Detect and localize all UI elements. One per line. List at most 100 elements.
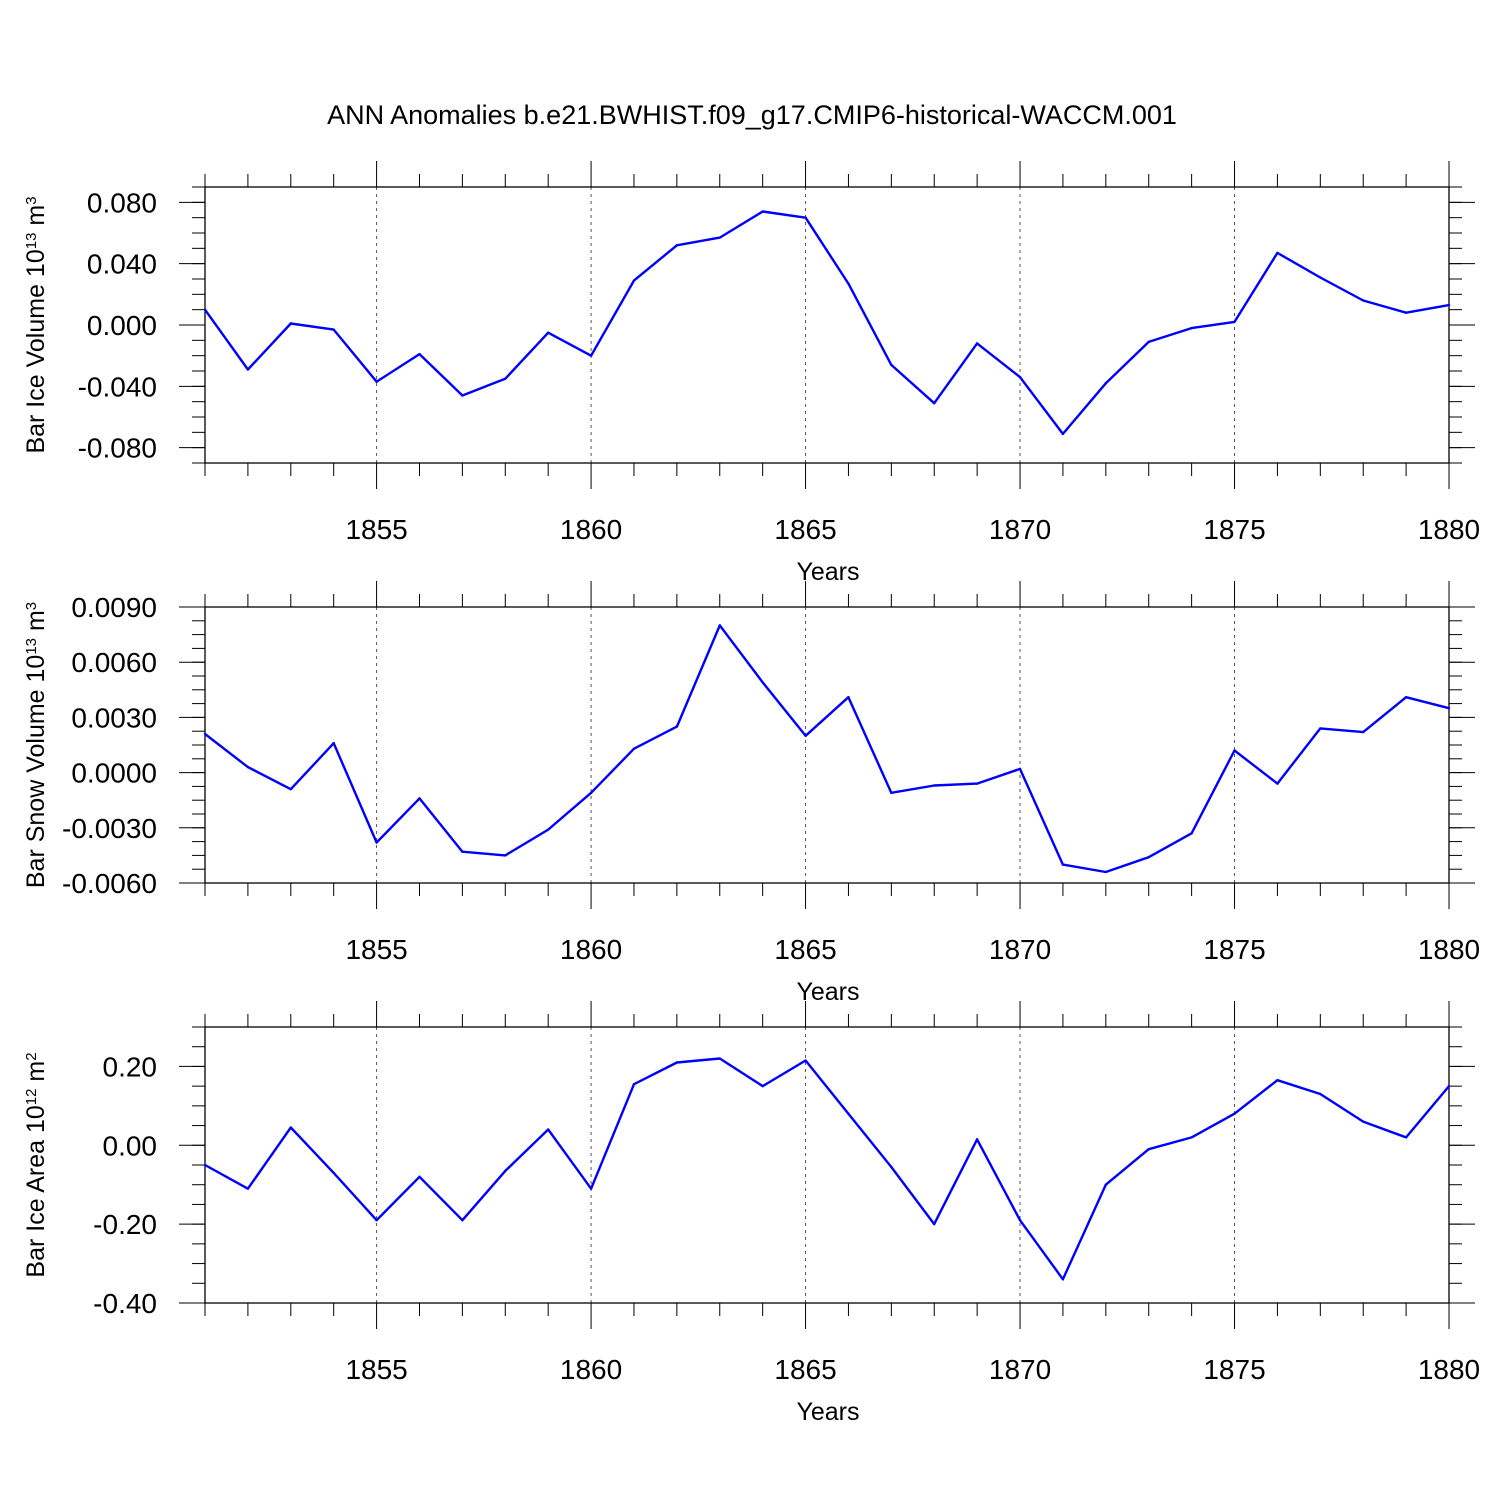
y-tick-label: 0.0060 xyxy=(71,647,157,678)
data-point xyxy=(461,1219,464,1222)
data-point xyxy=(1061,863,1065,866)
x-tick-label: 1860 xyxy=(560,1354,622,1385)
data-point xyxy=(203,308,207,311)
y-axis-label-unit-exp: 3 xyxy=(23,602,40,610)
data-point xyxy=(461,394,464,397)
data-point xyxy=(632,279,636,282)
data-point xyxy=(890,1165,893,1169)
data-point xyxy=(246,765,250,769)
y-tick-label: -0.080 xyxy=(78,433,157,464)
data-point xyxy=(1404,1136,1408,1139)
y-axis-label-exp: 12 xyxy=(23,1089,40,1106)
data-point xyxy=(589,354,593,357)
data-point xyxy=(589,1187,593,1190)
data-point xyxy=(461,850,464,853)
x-tick-label: 1855 xyxy=(345,934,407,965)
data-point xyxy=(675,725,679,728)
x-axis-label: Years xyxy=(796,1398,859,1426)
y-tick-label: 0.0030 xyxy=(71,702,157,733)
data-point xyxy=(804,216,807,219)
y-tick-label: 0.0090 xyxy=(71,592,157,623)
y-tick-label: -0.0030 xyxy=(62,813,157,844)
data-point xyxy=(675,1061,679,1064)
y-tick-label: 0.000 xyxy=(87,310,157,341)
y-axis-label-unit-exp: 2 xyxy=(23,1052,40,1060)
data-point xyxy=(289,787,292,791)
data-point xyxy=(203,732,207,736)
data-point xyxy=(1362,1120,1365,1123)
y-axis-label-unit: m xyxy=(22,610,50,638)
data-point xyxy=(246,368,250,371)
data-point xyxy=(1447,707,1451,710)
y-tick-label: -0.0060 xyxy=(62,868,157,899)
panel-3: 0.20 0.00 -0.20 -0.40 1855 1860 1865 1870 1875 18… xyxy=(22,1001,1480,1426)
data-point xyxy=(718,1057,721,1060)
y-axis-label-unit-exp: 3 xyxy=(23,196,40,204)
y-axis-label: Bar Snow Volume 1013 m3 xyxy=(22,602,50,888)
data-point xyxy=(975,1138,979,1141)
data-point xyxy=(804,1059,807,1062)
data-point xyxy=(504,854,507,857)
y-axis-label: Bar Ice Area 1012 m2 xyxy=(22,1052,50,1277)
data-point xyxy=(246,1187,250,1190)
data-point xyxy=(1362,730,1365,734)
y-axis-label-unit: m xyxy=(22,205,50,233)
data-point xyxy=(1276,1079,1279,1082)
data-point xyxy=(890,791,893,795)
data-point xyxy=(1018,375,1022,379)
data-point xyxy=(1404,695,1408,699)
data-point xyxy=(975,342,979,345)
plot-frame xyxy=(204,606,1450,884)
data-point xyxy=(1319,727,1322,730)
plot-frame xyxy=(204,186,1450,464)
y-axis-label-exp: 13 xyxy=(23,233,40,250)
data-point xyxy=(890,363,893,367)
data-point xyxy=(1447,303,1451,307)
data-point xyxy=(546,1128,550,1131)
data-point xyxy=(504,1169,507,1173)
y-axis-label-unit: m xyxy=(22,1061,50,1089)
x-tick-label: 1855 xyxy=(345,1354,407,1385)
data-point xyxy=(1319,1092,1322,1096)
data-point xyxy=(1061,1278,1065,1281)
data-point xyxy=(761,681,764,684)
chart-title: ANN Anomalies b.e21.BWHIST.f09_g17.CMIP6… xyxy=(327,100,1177,130)
data-point xyxy=(1061,432,1065,436)
data-point xyxy=(1447,1084,1451,1088)
y-axis-label-exp: 13 xyxy=(23,638,40,655)
data-series-bar-ice-area xyxy=(204,1057,1450,1281)
x-tick-label: 1865 xyxy=(774,934,836,965)
data-point xyxy=(1018,767,1022,771)
data-point xyxy=(1276,782,1279,785)
data-point xyxy=(761,210,764,213)
x-axis-label: Years xyxy=(796,978,859,1006)
y-tick-label: 0.040 xyxy=(87,249,157,280)
x-tick-label: 1870 xyxy=(989,934,1051,965)
data-point xyxy=(332,1171,335,1175)
x-tick-label: 1880 xyxy=(1418,934,1480,965)
panel-1: 0.080 0.040 0.000 -0.040 -0.080 1855 1860 1865 1… xyxy=(22,161,1480,586)
x-tick-label: 1860 xyxy=(560,934,622,965)
data-point xyxy=(1018,1219,1022,1222)
x-tick-label: 1865 xyxy=(774,1354,836,1385)
y-tick-label: -0.40 xyxy=(93,1288,157,1319)
data-point xyxy=(847,1112,850,1115)
y-tick-label: -0.040 xyxy=(78,371,157,402)
data-point xyxy=(718,624,721,627)
data-point xyxy=(546,828,550,831)
data-point xyxy=(1104,1183,1108,1186)
data-point xyxy=(1147,1148,1150,1151)
y-axis-label: Bar Ice Volume 1013 m3 xyxy=(22,196,50,453)
data-point xyxy=(1190,1136,1193,1139)
data-point xyxy=(975,782,979,785)
y-tick-label: 0.00 xyxy=(103,1130,158,1161)
data-point xyxy=(332,741,335,745)
data-point xyxy=(589,791,593,795)
plot-frame xyxy=(204,1026,1450,1304)
y-axis-label-prefix: Bar Ice Volume 10 xyxy=(22,249,50,453)
data-point xyxy=(1104,382,1108,385)
y-tick-label: 0.080 xyxy=(87,187,157,218)
x-axis-label: Years xyxy=(796,558,859,586)
data-point xyxy=(289,322,292,325)
